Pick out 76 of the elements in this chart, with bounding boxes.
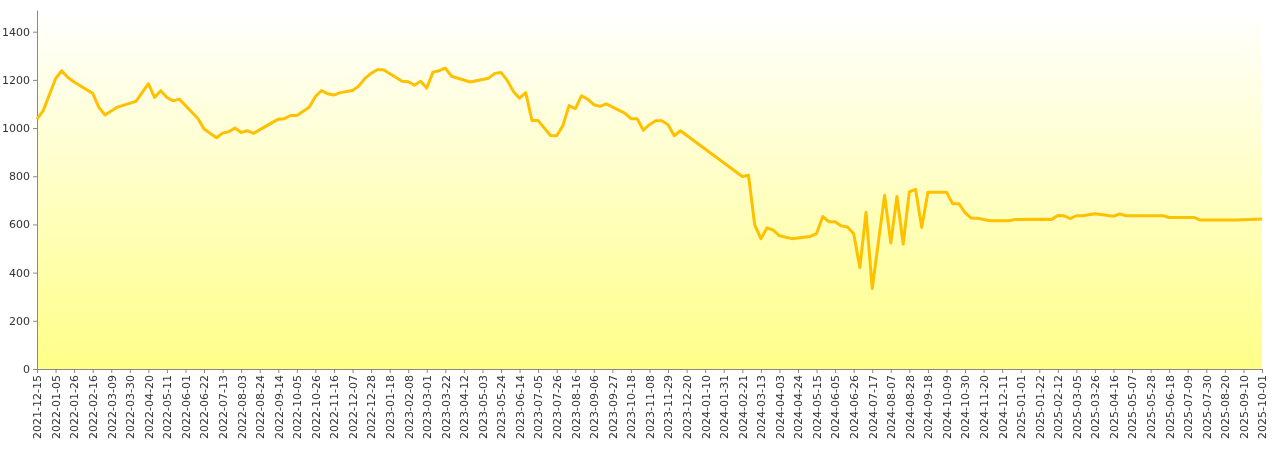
x-tick-label: 2023-06-14 xyxy=(513,375,527,439)
x-tick-label: 2024-05-15 xyxy=(810,375,824,439)
x-tick-label: 2023-12-20 xyxy=(680,375,694,439)
x-tick-label: 2025-07-30 xyxy=(1200,375,1214,439)
x-tick-label: 2025-01-01 xyxy=(1015,375,1029,439)
x-tick-label: 2023-03-22 xyxy=(439,375,453,439)
x-tick-label: 2023-10-18 xyxy=(625,375,639,439)
x-tick-label: 2023-09-06 xyxy=(588,375,602,439)
x-tick-label: 2023-04-12 xyxy=(458,375,472,439)
y-tick-label: 0 xyxy=(23,363,30,377)
y-tick-label: 1400 xyxy=(2,25,30,39)
x-tick-label: 2023-03-01 xyxy=(421,375,435,439)
x-tick-label: 2025-01-22 xyxy=(1033,375,1047,439)
y-tick-label: 800 xyxy=(9,170,30,184)
y-tick-label: 200 xyxy=(9,314,30,328)
x-tick-label: 2025-05-07 xyxy=(1126,375,1140,439)
x-tick-label: 2023-09-27 xyxy=(606,375,620,439)
x-tick-label: 2023-01-18 xyxy=(384,375,397,439)
x-tick-label: 2025-09-10 xyxy=(1237,375,1251,439)
x-tick-label: 2022-02-16 xyxy=(87,375,101,439)
x-tick-label: 2022-08-03 xyxy=(235,375,249,439)
x-tick-label: 2023-05-03 xyxy=(476,375,490,439)
x-tick-label: 2024-03-13 xyxy=(755,375,769,439)
x-tick-label: 2022-05-11 xyxy=(161,375,175,439)
x-tick-label: 2023-07-05 xyxy=(532,375,546,439)
x-tick-label: 2022-01-05 xyxy=(49,375,63,439)
x-tick-label: 2022-04-20 xyxy=(142,375,156,439)
y-tick-label: 1000 xyxy=(2,122,30,136)
x-tick-label: 2025-02-12 xyxy=(1052,375,1066,439)
x-tick-label: 2025-04-16 xyxy=(1107,375,1121,439)
x-tick-label: 2025-03-26 xyxy=(1089,375,1103,439)
x-tick-label: 2024-04-03 xyxy=(773,375,787,439)
x-tick-label: 2022-06-01 xyxy=(179,375,193,439)
x-tick-label: 2025-05-28 xyxy=(1144,375,1158,439)
x-tick-label: 2024-01-10 xyxy=(699,375,713,439)
x-tick-label: 2022-10-05 xyxy=(291,375,305,439)
x-tick-label: 2025-07-09 xyxy=(1182,375,1196,439)
x-tick-label: 2024-06-05 xyxy=(829,375,843,439)
x-tick-label: 2024-09-18 xyxy=(922,375,936,439)
x-tick-label: 2024-08-28 xyxy=(903,375,917,439)
x-tick-label: 2022-09-14 xyxy=(272,375,286,439)
x-tick-label: 2024-10-30 xyxy=(959,375,973,439)
y-tick-label: 600 xyxy=(9,218,30,232)
x-tick-label: 2022-01-26 xyxy=(68,375,82,439)
x-tick-label: 2024-06-26 xyxy=(848,375,862,439)
line-series xyxy=(35,66,1264,291)
x-tick-label: 2022-08-24 xyxy=(254,375,268,439)
x-tick-label: 2022-10-26 xyxy=(309,375,323,439)
x-tick-label: 2023-02-08 xyxy=(402,375,416,439)
x-tick-label: 2023-07-26 xyxy=(551,375,565,439)
x-tick-label: 2024-04-24 xyxy=(792,375,806,439)
x-tick-label: 2022-03-30 xyxy=(124,375,138,439)
x-tick-label: 2022-03-09 xyxy=(105,375,119,439)
x-tick-label: 2025-06-18 xyxy=(1163,375,1177,439)
x-tick-label: 2025-03-05 xyxy=(1070,375,1084,439)
x-tick-label: 2024-08-07 xyxy=(885,375,899,439)
x-tick-label: 2021-12-15 xyxy=(31,375,45,439)
x-tick-label: 2023-11-08 xyxy=(643,375,657,439)
x-tick-label: 2022-12-07 xyxy=(346,375,360,439)
x-tick-label: 2024-01-31 xyxy=(718,375,732,439)
y-tick-label: 400 xyxy=(9,266,30,280)
x-tick-label: 2025-08-20 xyxy=(1219,375,1233,439)
x-tick-label: 2023-08-16 xyxy=(569,375,583,439)
x-tick-label: 2022-12-28 xyxy=(365,375,379,439)
x-tick-label: 2022-07-13 xyxy=(216,375,230,439)
x-tick-label: 2022-06-22 xyxy=(198,375,212,439)
x-tick-label: 2024-07-17 xyxy=(866,375,880,439)
x-tick-label: 2022-11-16 xyxy=(328,375,342,439)
x-tick-label: 2024-12-11 xyxy=(996,375,1010,439)
x-tick-label: 2025-10-01 xyxy=(1256,375,1270,439)
x-tick-label: 2023-05-24 xyxy=(495,375,509,439)
x-tick-label: 2024-02-21 xyxy=(736,375,750,439)
x-tick-label: 2024-10-09 xyxy=(940,375,954,439)
y-tick-label: 1200 xyxy=(2,73,30,87)
x-tick-label: 2024-11-20 xyxy=(977,375,991,439)
x-tick-label: 2023-11-29 xyxy=(662,375,676,439)
